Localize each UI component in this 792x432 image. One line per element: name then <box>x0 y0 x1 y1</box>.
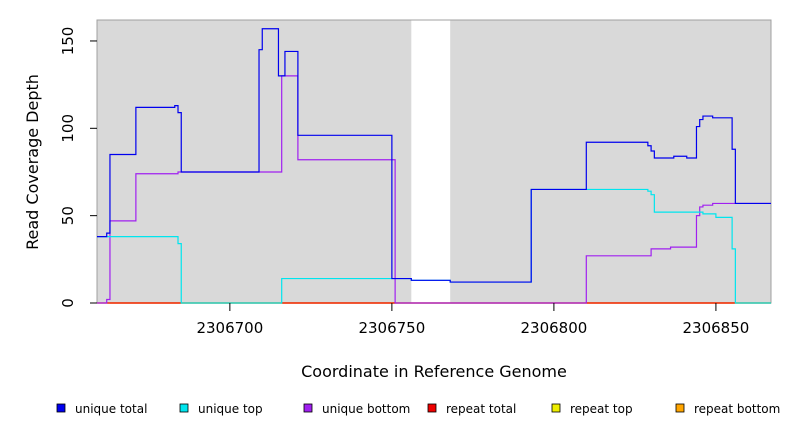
x-axis-title: Coordinate in Reference Genome <box>301 362 567 381</box>
y-axis-title: Read Coverage Depth <box>23 74 42 250</box>
x-tick-label: 2306700 <box>196 319 263 337</box>
legend-label-repeat-total: repeat total <box>446 402 516 416</box>
y-tick-label: 150 <box>59 27 77 56</box>
legend: unique total unique top unique bottom repea… <box>56 402 780 416</box>
x-tick-label: 2306800 <box>520 319 587 337</box>
y-tick-label: 100 <box>59 114 77 143</box>
series-unique-bottom-line <box>97 75 771 304</box>
legend-swatch-unique-total <box>56 403 66 413</box>
x-tick-label: 2306750 <box>358 319 425 337</box>
legend-swatch-unique-bottom <box>303 403 313 413</box>
legend-label-repeat-bottom: repeat bottom <box>694 402 780 416</box>
plot-background-right <box>450 20 771 303</box>
x-tick-label: 2306850 <box>683 319 750 337</box>
plot-background-left <box>97 20 412 303</box>
y-tick-label: 50 <box>59 206 77 225</box>
series-unique-total-line <box>97 28 771 283</box>
legend-swatch-unique-top <box>179 403 189 413</box>
legend-label-unique-bottom: unique bottom <box>322 402 410 416</box>
legend-label-unique-total: unique total <box>75 402 147 416</box>
legend-label-unique-top: unique top <box>198 402 263 416</box>
legend-swatch-repeat-top <box>551 403 561 413</box>
legend-swatch-repeat-total <box>427 403 437 413</box>
y-tick-label: 0 <box>59 298 77 308</box>
legend-swatch-repeat-bottom <box>675 403 685 413</box>
legend-label-repeat-top: repeat top <box>570 402 633 416</box>
series-unique-top-line <box>97 188 771 304</box>
